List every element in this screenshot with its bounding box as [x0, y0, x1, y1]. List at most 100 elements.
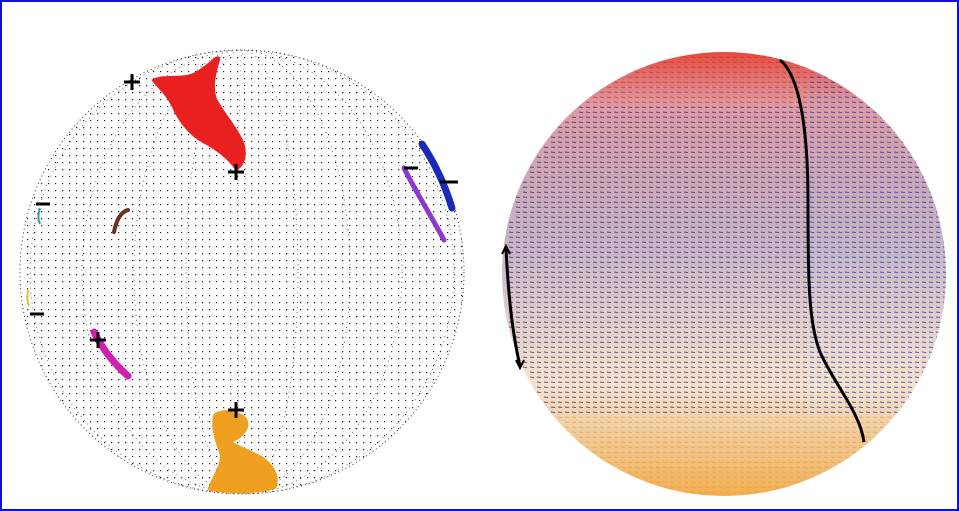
grid-dot	[398, 239, 400, 241]
grid-dot	[48, 246, 50, 248]
vector-dash	[732, 66, 738, 69]
vector-dash	[704, 181, 710, 184]
vector-dash	[865, 191, 871, 194]
grid-dot	[104, 253, 106, 255]
grid-dot	[132, 246, 134, 248]
vector-dash	[781, 176, 787, 179]
vector-dash	[585, 186, 591, 189]
grid-dot	[286, 302, 288, 304]
grid-dot	[125, 414, 127, 416]
grid-dot	[391, 169, 393, 171]
grid-dot	[405, 288, 407, 290]
vector-dash	[767, 61, 773, 64]
vector-dash	[669, 241, 675, 244]
grid-dot	[440, 302, 442, 304]
grid-dot	[202, 288, 204, 290]
vector-dash	[795, 176, 801, 179]
grid-dot	[265, 449, 267, 451]
grid-dot	[139, 463, 141, 465]
vector-dash	[620, 241, 626, 244]
vector-dash	[739, 76, 745, 79]
grid-dot	[391, 218, 393, 220]
vector-dash	[844, 96, 850, 99]
vector-dash	[613, 91, 619, 94]
vector-dash	[858, 231, 864, 234]
vector-dash	[550, 176, 556, 179]
grid-dot	[132, 288, 134, 290]
vector-dash	[606, 186, 612, 189]
vector-dash	[592, 146, 598, 149]
grid-dot	[384, 246, 386, 248]
grid-dot	[251, 239, 253, 241]
grid-dot	[41, 309, 43, 311]
grid-dot	[34, 316, 36, 318]
grid-dot	[272, 288, 274, 290]
grid-dot	[419, 358, 421, 360]
vector-dash	[921, 226, 927, 229]
grid-dot	[237, 330, 239, 332]
grid-dot	[328, 288, 330, 290]
grid-dot	[447, 232, 449, 234]
grid-dot	[104, 302, 106, 304]
grid-dot	[328, 225, 330, 227]
grid-dot	[195, 57, 197, 59]
grid-dot	[335, 379, 337, 381]
grid-dot	[167, 246, 169, 248]
grid-dot	[125, 162, 127, 164]
vector-dash	[900, 176, 906, 179]
vector-dash	[886, 156, 892, 159]
grid-dot	[83, 351, 85, 353]
grid-dot	[160, 316, 162, 318]
vector-dash	[599, 101, 605, 104]
grid-dot	[181, 134, 183, 136]
grid-dot	[118, 127, 120, 129]
grid-dot	[62, 330, 64, 332]
grid-dot	[62, 400, 64, 402]
grid-dot	[342, 344, 344, 346]
vector-dash	[760, 236, 766, 239]
grid-dot	[279, 106, 281, 108]
grid-dot	[300, 267, 302, 269]
grid-dot	[349, 148, 351, 150]
vector-dash	[550, 201, 556, 204]
grid-dot	[153, 225, 155, 227]
grid-dot	[349, 225, 351, 227]
grid-dot	[139, 253, 141, 255]
vector-dash	[893, 196, 899, 199]
vector-dash	[935, 226, 941, 229]
grid-dot	[335, 386, 337, 388]
vector-dash	[739, 226, 745, 229]
vector-dash	[879, 116, 885, 119]
grid-dot	[258, 85, 260, 87]
vector-dash	[662, 111, 668, 114]
vector-dash	[585, 221, 591, 224]
grid-dot	[272, 155, 274, 157]
vector-dash	[606, 241, 612, 244]
vector-dash	[781, 226, 787, 229]
grid-dot	[349, 162, 351, 164]
grid-dot	[181, 176, 183, 178]
grid-dot	[153, 309, 155, 311]
vector-dash	[809, 181, 815, 184]
grid-dot	[370, 155, 372, 157]
vector-dash	[592, 141, 598, 144]
grid-dot	[69, 316, 71, 318]
grid-dot	[104, 281, 106, 283]
grid-dot	[188, 225, 190, 227]
grid-dot	[118, 393, 120, 395]
vector-dash	[746, 91, 752, 94]
vector-dash	[620, 186, 626, 189]
grid-dot	[405, 267, 407, 269]
grid-dot	[202, 477, 204, 479]
grid-dot	[321, 183, 323, 185]
grid-dot	[286, 477, 288, 479]
vector-dash	[592, 111, 598, 114]
grid-dot	[244, 267, 246, 269]
grid-dot	[90, 330, 92, 332]
vector-dash	[753, 196, 759, 199]
grid-dot	[55, 246, 57, 248]
grid-dot	[300, 162, 302, 164]
grid-dot	[279, 246, 281, 248]
grid-dot	[244, 344, 246, 346]
grid-dot	[90, 141, 92, 143]
